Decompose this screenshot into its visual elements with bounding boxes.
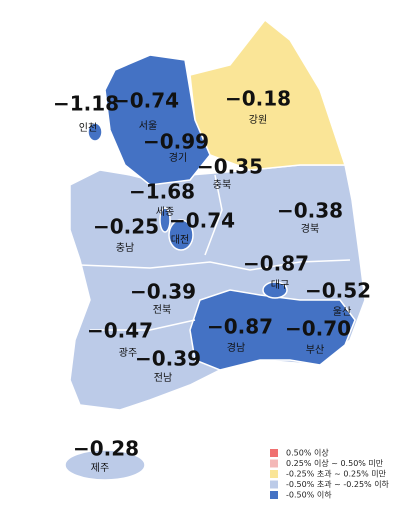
region-name: 전남: [154, 372, 172, 384]
region-name: 강원: [249, 114, 267, 126]
region-shape: [64, 449, 146, 481]
region-value: −1.68: [129, 180, 195, 204]
region-name: 울산: [333, 306, 351, 318]
region-value: −0.74: [113, 89, 179, 113]
region-shape: [168, 219, 194, 251]
legend-swatch: [270, 459, 278, 468]
region-value: −0.70: [285, 317, 351, 341]
region-name: 부산: [306, 344, 324, 356]
region-value: −0.99: [143, 130, 209, 154]
region-shape: [104, 54, 211, 186]
region-name: 전북: [153, 304, 171, 316]
region-value: −0.39: [135, 347, 201, 371]
legend-label: -0.50% 이하: [286, 490, 332, 500]
region-value: −0.52: [305, 279, 371, 303]
legend-label: -0.50% 초과 ~ -0.25% 이하: [286, 479, 390, 489]
region-value: −0.38: [277, 199, 343, 223]
region-value: −0.35: [197, 155, 263, 179]
legend-label: 0.25% 이상 ~ 0.50% 미만: [286, 458, 384, 468]
region-value: −0.18: [225, 87, 291, 111]
region-name: 세종: [156, 206, 174, 218]
legend-swatch: [270, 449, 278, 457]
region-shape: [87, 122, 103, 142]
region-shape: [262, 281, 288, 299]
region-name: 경남: [227, 341, 245, 354]
legend-label: -0.25% 초과 ~ 0.25% 미만: [286, 470, 387, 479]
land: [64, 18, 366, 481]
region-name: 충남: [116, 242, 134, 254]
region-name: 충북: [213, 179, 231, 191]
border: [90, 319, 196, 331]
legend-swatch: [270, 470, 278, 478]
region-value: −0.47: [87, 319, 153, 343]
region-name: 경기: [169, 151, 187, 164]
border: [204, 174, 223, 256]
region-value: −0.39: [130, 280, 196, 304]
region-shape: [159, 207, 171, 233]
region-value: −0.25: [93, 215, 159, 239]
region-name: 대구: [271, 279, 289, 291]
region-value: −1.18: [53, 92, 119, 116]
legend-label: 0.50% 이상: [286, 448, 329, 458]
region-value: −0.28: [73, 437, 139, 461]
region-name: 광주: [119, 347, 137, 359]
legend-swatch: [270, 480, 278, 489]
region-name: 경북: [301, 222, 319, 235]
border: [79, 259, 351, 271]
region-name: 인천: [79, 122, 97, 134]
region-name: 제주: [91, 462, 109, 474]
region-value: −0.87: [243, 252, 309, 276]
region-name: 대전: [171, 234, 189, 246]
region-name: 서울: [139, 120, 157, 132]
region-value: −0.87: [207, 315, 273, 339]
region-value: −0.74: [169, 209, 235, 233]
legend-swatch: [270, 491, 278, 499]
